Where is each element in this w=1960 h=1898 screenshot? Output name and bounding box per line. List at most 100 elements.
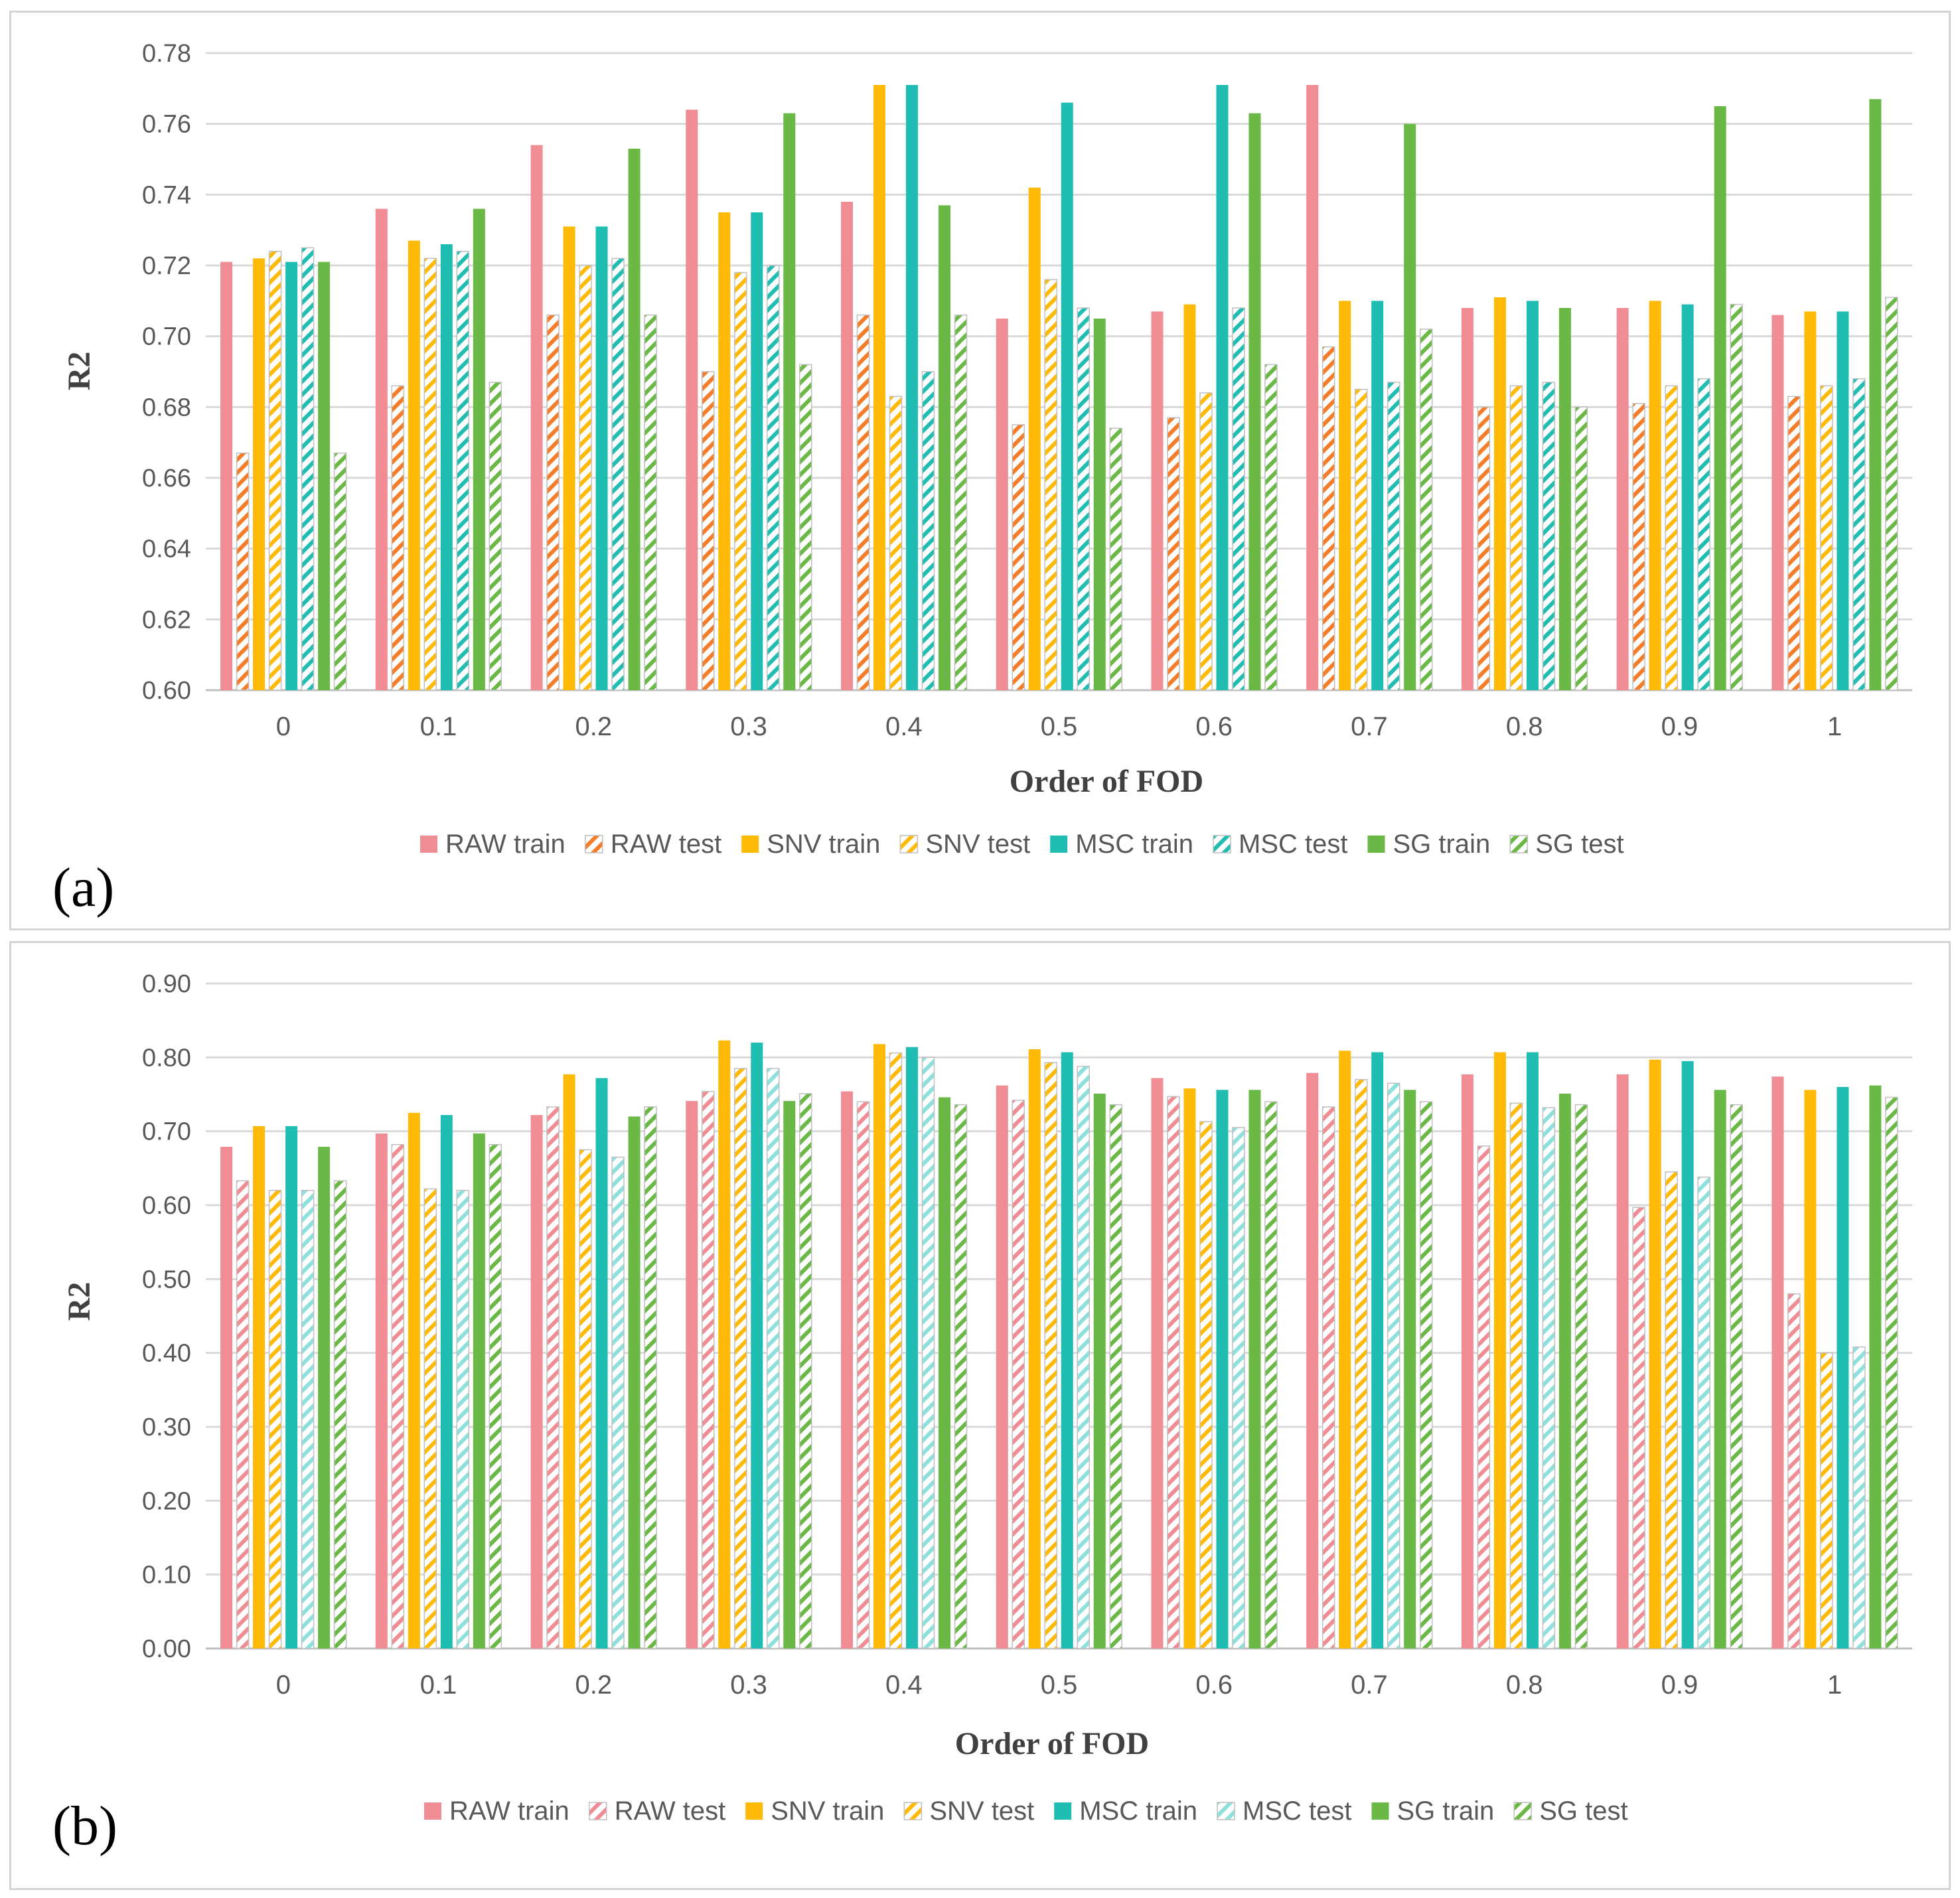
bar-msc-test-0.8	[1542, 1107, 1556, 1649]
bar-msc-train-0.1	[440, 244, 453, 690]
bar-msc-test-0.5	[1077, 307, 1090, 691]
bar-msc-train-0	[285, 261, 298, 691]
x-tick-label: 0.2	[575, 1670, 613, 1700]
bar-snv-test-0.2	[579, 265, 592, 691]
legend-swatch	[1371, 1802, 1389, 1820]
legend-swatch	[424, 1802, 441, 1820]
x-axis-title: Order of FOD	[1010, 764, 1203, 799]
bar-sg-test-1	[1885, 297, 1898, 691]
x-tick-label: 0.3	[730, 1670, 767, 1700]
x-tick-label: 0.3	[730, 712, 767, 741]
y-tick-label: 0.00	[142, 1635, 191, 1663]
x-tick-label: 0.4	[885, 712, 923, 741]
y-axis-title: R2	[62, 1282, 97, 1321]
bar-raw-train-0.1	[375, 1133, 388, 1648]
x-tick-label: 0.2	[575, 712, 613, 741]
bar-raw-test-0.9	[1632, 1206, 1645, 1649]
bar-snv-test-0.8	[1509, 385, 1523, 691]
bar-msc-test-1	[1852, 378, 1866, 691]
bar-sg-train-0.5	[1093, 1093, 1106, 1648]
bar-raw-test-0.1	[391, 385, 405, 691]
bar-raw-test-0.5	[1012, 1100, 1025, 1649]
bar-snv-train-0.7	[1339, 301, 1351, 690]
bar-raw-train-0.9	[1616, 1074, 1629, 1648]
bar-snv-train-1	[1804, 1090, 1817, 1648]
bar-sg-test-0.3	[799, 1093, 812, 1649]
bar-snv-train-0.9	[1649, 1059, 1661, 1648]
bar-sg-train-0	[318, 261, 331, 691]
legend-label: MSC test	[1239, 830, 1347, 859]
bar-raw-train-0.7	[1306, 1072, 1319, 1648]
legend-label: SG test	[1539, 1796, 1627, 1826]
y-tick-label: 0.60	[142, 1192, 191, 1220]
bar-msc-test-0.1	[456, 250, 470, 691]
bar-msc-train-0.5	[1061, 102, 1073, 690]
bar-raw-train-0	[220, 1147, 233, 1648]
bar-msc-test-0.6	[1232, 307, 1245, 691]
bar-raw-test-0.6	[1167, 1096, 1180, 1649]
bar-sg-test-0.6	[1264, 1101, 1278, 1649]
x-tick-label: 0.1	[420, 712, 457, 741]
bar-msc-test-0.6	[1232, 1127, 1245, 1649]
x-tick-label: 0.7	[1351, 1670, 1388, 1700]
bar-sg-train-0.1	[473, 1133, 485, 1648]
y-tick-label: 0.90	[142, 970, 191, 998]
x-tick-label: 0.8	[1506, 712, 1543, 741]
bar-snv-test-1	[1820, 385, 1833, 691]
bar-sg-test-0.5	[1109, 1104, 1122, 1649]
bar-snv-test-0.7	[1354, 388, 1368, 691]
bar-snv-test-1	[1820, 1352, 1833, 1649]
bar-msc-test-0.4	[921, 1057, 935, 1649]
bar-msc-test-0.3	[767, 265, 780, 691]
y-tick-label: 0.76	[142, 111, 191, 139]
bar-sg-test-0	[333, 452, 347, 691]
x-tick-label: 1	[1827, 712, 1842, 741]
bar-msc-test-0	[301, 247, 315, 691]
bar-msc-test-0.2	[611, 1156, 625, 1649]
bar-sg-train-0.7	[1404, 123, 1416, 690]
chart-panel-b: R2 Order of FOD (b) 0.00 0.10 0.20 0.30 0.40…	[9, 941, 1951, 1890]
bar-raw-train-1	[1772, 315, 1784, 691]
bar-raw-test-0.1	[391, 1143, 405, 1649]
bar-msc-train-0.2	[595, 226, 608, 690]
bar-sg-train-1	[1869, 1085, 1882, 1648]
bar-snv-train-0.6	[1183, 304, 1196, 691]
bar-msc-test-0	[301, 1189, 315, 1649]
bar-snv-test-0.9	[1665, 1171, 1678, 1649]
bar-sg-train-0.2	[628, 1116, 641, 1648]
bar-snv-train-0.5	[1028, 1049, 1041, 1648]
bar-raw-train-0.6	[1151, 1078, 1164, 1648]
bar-snv-train-0	[253, 258, 265, 690]
bar-snv-test-0.4	[889, 396, 903, 691]
legend-swatch	[585, 835, 603, 853]
bar-snv-test-0.6	[1199, 392, 1213, 691]
x-tick-label: 0.8	[1506, 1670, 1543, 1700]
y-axis-title-text: R2	[62, 352, 97, 391]
y-tick-label: 0.80	[142, 1044, 191, 1072]
bar-sg-train-0.9	[1714, 1090, 1726, 1648]
bar-msc-train-0.4	[906, 85, 919, 690]
bar-raw-train-0.9	[1616, 308, 1629, 690]
x-tick-label: 0.1	[420, 1670, 457, 1700]
legend-label: RAW test	[611, 830, 721, 859]
bar-raw-test-0.6	[1167, 417, 1180, 691]
bar-msc-train-0.9	[1681, 1060, 1694, 1648]
legend-swatch	[745, 1802, 763, 1820]
bar-raw-train-0.8	[1461, 1074, 1473, 1648]
bar-sg-train-0.3	[783, 113, 796, 690]
bar-raw-test-0.7	[1321, 1106, 1335, 1649]
bar-sg-test-0.3	[799, 364, 812, 691]
legend-label: SG test	[1535, 830, 1623, 859]
bar-sg-test-0.7	[1419, 328, 1433, 691]
bar-msc-test-1	[1852, 1347, 1866, 1649]
chart-a-svg: R2 Order of FOD (a) 0.600.620.640.660.68…	[52, 40, 1912, 918]
legend: RAW train RAW test SNV train SNV test MSC tr…	[424, 1796, 1628, 1826]
legend-swatch	[1213, 835, 1231, 853]
bar-raw-test-0.2	[546, 314, 560, 691]
bar-raw-train-0.3	[686, 110, 698, 691]
bar-snv-train-0	[253, 1126, 265, 1648]
y-tick-label: 0.50	[142, 1266, 191, 1293]
bar-sg-train-0.2	[628, 149, 641, 690]
x-tick-label: 0.6	[1195, 1670, 1233, 1700]
bar-sg-train-0	[318, 1147, 331, 1648]
